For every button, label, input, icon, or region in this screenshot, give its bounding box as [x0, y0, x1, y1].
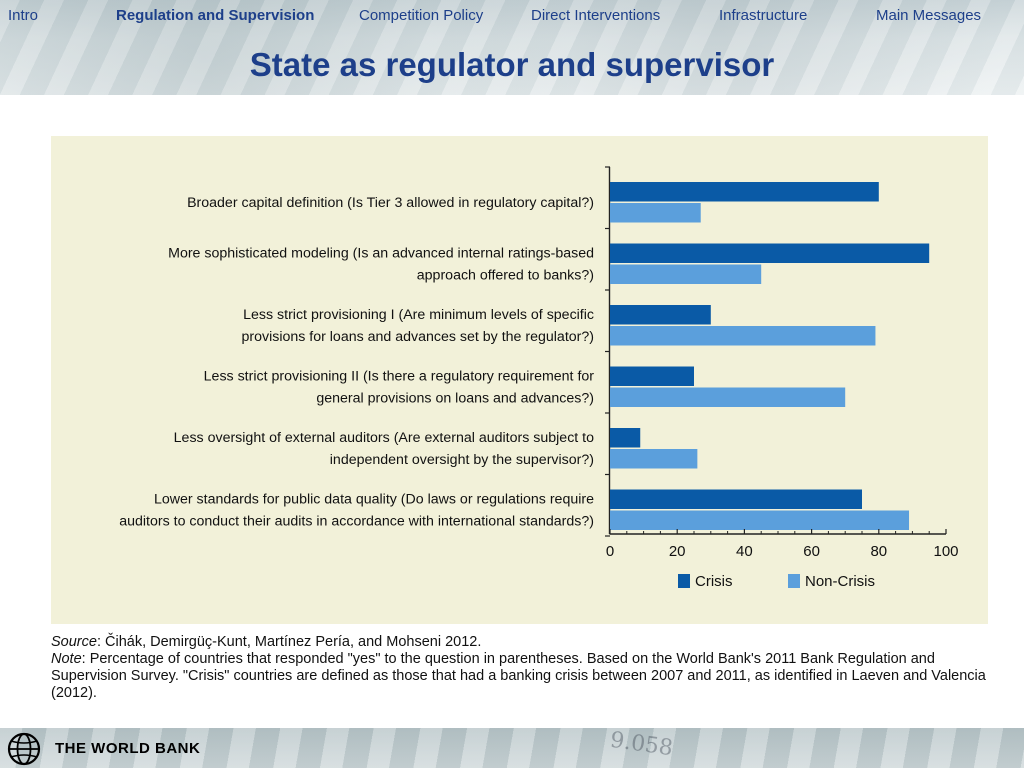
note-text: : Percentage of countries that responded… — [51, 651, 986, 701]
legend-swatch-crisis — [678, 574, 690, 588]
footer-texture — [0, 728, 1024, 768]
bar-non-crisis-0 — [610, 203, 701, 223]
category-label: general provisions on loans and advances… — [316, 391, 594, 407]
x-tick-label: 20 — [669, 543, 686, 560]
category-label: More sophisticated modeling (Is an advan… — [168, 246, 594, 262]
source-label: Source — [51, 634, 97, 650]
legend-label-crisis: Crisis — [695, 573, 733, 590]
page-title: State as regulator and supervisor — [249, 46, 775, 83]
source-line: Source: Čihák, Demirgüç-Kunt, Martínez P… — [51, 634, 991, 651]
top-navigation: Intro Regulation and Supervision Competi… — [0, 7, 1024, 27]
bar-crisis-2 — [610, 305, 711, 325]
nav-item-intro[interactable]: Intro — [8, 7, 39, 24]
bar-non-crisis-3 — [610, 387, 846, 407]
nav-item-direct-interventions[interactable]: Direct Interventions — [531, 7, 661, 24]
note-line: Note: Percentage of countries that respo… — [51, 651, 991, 702]
bar-non-crisis-5 — [610, 510, 910, 530]
category-label: approach offered to banks?) — [417, 268, 594, 284]
footer-banner: 9.058 — [0, 728, 1024, 768]
note-label: Note — [51, 651, 82, 667]
bar-non-crisis-1 — [610, 264, 762, 284]
bar-crisis-5 — [610, 489, 862, 509]
nav-item-infrastructure[interactable]: Infrastructure — [719, 7, 808, 24]
x-tick-label: 40 — [736, 543, 753, 560]
bar-non-crisis-4 — [610, 449, 698, 469]
world-bank-globe-icon — [7, 732, 41, 766]
source-note: Source: Čihák, Demirgüç-Kunt, Martínez P… — [51, 634, 991, 702]
category-label: Lower standards for public data quality … — [154, 492, 594, 508]
header-banner: Intro Regulation and Supervision Competi… — [0, 0, 1024, 95]
bar-crisis-0 — [610, 182, 879, 202]
bar-chart: Broader capital definition (Is Tier 3 al… — [119, 166, 959, 590]
category-label: Broader capital definition (Is Tier 3 al… — [187, 195, 594, 211]
nav-item-competition[interactable]: Competition Policy — [359, 7, 484, 24]
category-label: Less strict provisioning II (Is there a … — [204, 369, 595, 385]
legend-swatch-non-crisis — [788, 574, 800, 588]
x-tick-label: 0 — [606, 543, 614, 560]
source-text: : Čihák, Demirgüç-Kunt, Martínez Pería, … — [96, 634, 482, 650]
chart-panel: Broader capital definition (Is Tier 3 al… — [51, 136, 988, 624]
nav-item-regulation[interactable]: Regulation and Supervision — [116, 7, 315, 24]
category-label: Less strict provisioning I (Are minimum … — [243, 307, 594, 323]
world-bank-logo-text: THE WORLD BANK — [55, 740, 201, 757]
x-tick-label: 80 — [870, 543, 887, 560]
bar-non-crisis-2 — [610, 326, 876, 346]
nav-item-main-messages[interactable]: Main Messages — [876, 7, 982, 24]
bar-crisis-3 — [610, 366, 694, 386]
category-label: provisions for loans and advances set by… — [241, 329, 594, 345]
bar-crisis-4 — [610, 428, 641, 448]
x-tick-label: 100 — [933, 543, 958, 560]
x-tick-label: 60 — [803, 543, 820, 560]
header-texture — [0, 0, 1024, 95]
bar-crisis-1 — [610, 243, 930, 263]
category-label: Less oversight of external auditors (Are… — [174, 430, 594, 446]
legend-label-non-crisis: Non-Crisis — [805, 573, 875, 590]
category-label: independent oversight by the supervisor?… — [330, 452, 594, 468]
category-label: auditors to conduct their audits in acco… — [119, 514, 594, 530]
